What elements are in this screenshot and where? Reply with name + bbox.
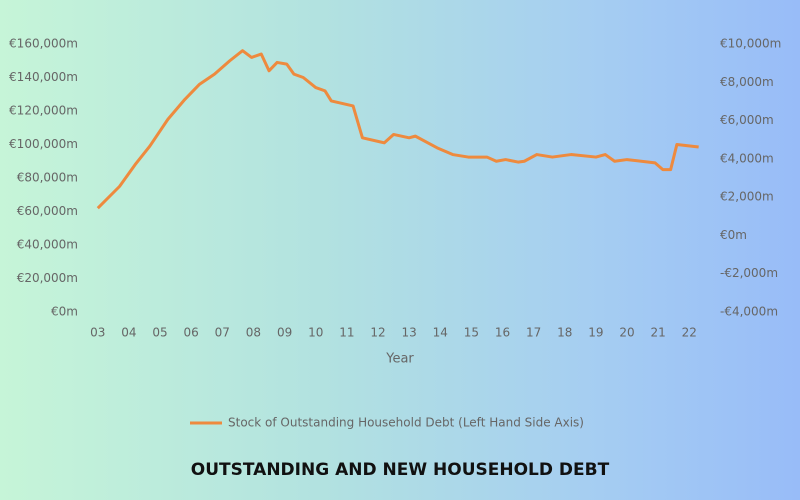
y-tick-label: €100,000m — [9, 137, 78, 151]
y-tick-label: €120,000m — [9, 104, 78, 118]
y-tick-label: €60,000m — [17, 204, 78, 218]
x-tick-label: 07 — [215, 326, 230, 340]
x-tick-label: 11 — [339, 326, 354, 340]
x-tick-label: 16 — [495, 326, 510, 340]
y2-tick-label: -€4,000m — [720, 305, 778, 319]
y2-tick-label: €8,000m — [720, 75, 774, 89]
y-tick-label: €40,000m — [17, 238, 78, 252]
x-tick-label: 08 — [246, 326, 261, 340]
x-tick-label: 15 — [464, 326, 479, 340]
x-tick-label: 14 — [433, 326, 448, 340]
x-tick-label: 10 — [308, 326, 323, 340]
y2-tick-label: €2,000m — [720, 190, 774, 204]
y-tick-label: €140,000m — [9, 70, 78, 84]
x-tick-label: 19 — [588, 326, 603, 340]
y-tick-label: €80,000m — [17, 171, 78, 185]
chart-title: OUTSTANDING AND NEW HOUSEHOLD DEBT — [191, 460, 610, 480]
x-tick-label: 18 — [557, 326, 572, 340]
y2-tick-label: €10,000m — [720, 37, 781, 51]
x-tick-label: 21 — [651, 326, 666, 340]
x-tick-label: 12 — [370, 326, 385, 340]
x-tick-label: 03 — [90, 326, 105, 340]
data-line — [96, 49, 699, 210]
x-tick-label: 06 — [184, 326, 199, 340]
y-tick-label: €160,000m — [9, 37, 78, 51]
y2-tick-label: €4,000m — [720, 151, 774, 165]
x-tick-label: 04 — [121, 326, 136, 340]
legend-label: Stock of Outstanding Household Debt (Lef… — [228, 416, 584, 430]
x-tick-label: 22 — [682, 326, 697, 340]
x-tick-label: 05 — [152, 326, 167, 340]
x-axis-label: Year — [385, 352, 414, 367]
x-tick-label: 20 — [619, 326, 634, 340]
y2-tick-label: €0m — [720, 228, 747, 242]
y2-tick-label: -€2,000m — [720, 266, 778, 280]
x-tick-label: 13 — [401, 326, 416, 340]
y-tick-label: €20,000m — [17, 271, 78, 285]
x-tick-label: 09 — [277, 326, 292, 340]
y2-tick-label: €6,000m — [720, 113, 774, 127]
x-tick-label: 17 — [526, 326, 541, 340]
y-tick-label: €0m — [51, 305, 78, 319]
